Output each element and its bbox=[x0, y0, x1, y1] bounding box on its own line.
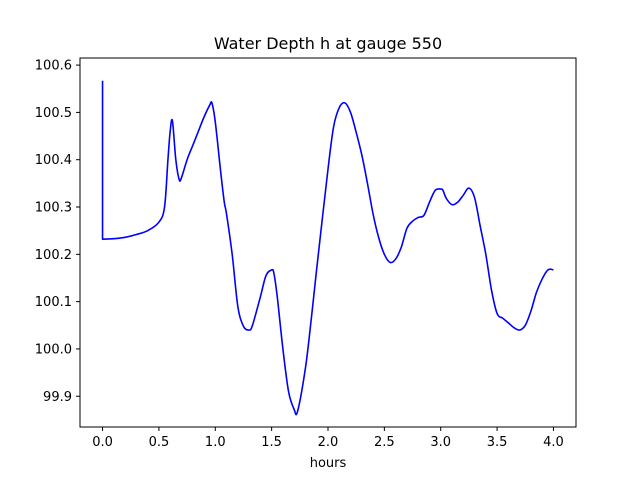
x-tick-label: 1.0 bbox=[205, 435, 226, 450]
plot-area bbox=[101, 80, 554, 416]
y-tick-label: 100.6 bbox=[35, 59, 72, 74]
x-tick-label: 2.5 bbox=[374, 435, 395, 450]
y-tick-label: 100.0 bbox=[35, 342, 72, 357]
x-tick-label: 3.5 bbox=[487, 435, 508, 450]
x-tick-label: 4.0 bbox=[543, 435, 564, 450]
y-axis: 99.9 100.0 100.1 100.2 100.3 100.4 100.5 100.6 bbox=[35, 59, 80, 405]
chart-title: Water Depth h at gauge 550 bbox=[214, 34, 442, 53]
y-tick-label: 99.9 bbox=[43, 390, 72, 405]
y-tick-label: 100.5 bbox=[35, 106, 72, 121]
water-depth-series-line bbox=[101, 80, 554, 416]
y-tick-label: 100.3 bbox=[35, 201, 72, 216]
y-tick-label: 100.4 bbox=[35, 153, 72, 168]
x-axis-label: hours bbox=[310, 456, 347, 471]
x-tick-label: 2.0 bbox=[318, 435, 339, 450]
x-tick-label: 0.0 bbox=[92, 435, 113, 450]
x-tick-label: 1.5 bbox=[261, 435, 282, 450]
x-axis: 0.0 0.5 1.0 1.5 2.0 2.5 3.0 3.5 4.0 bbox=[92, 427, 564, 450]
y-tick-label: 100.2 bbox=[35, 248, 72, 263]
x-tick-label: 0.5 bbox=[149, 435, 170, 450]
y-tick-label: 100.1 bbox=[35, 295, 72, 310]
x-tick-label: 3.0 bbox=[430, 435, 451, 450]
